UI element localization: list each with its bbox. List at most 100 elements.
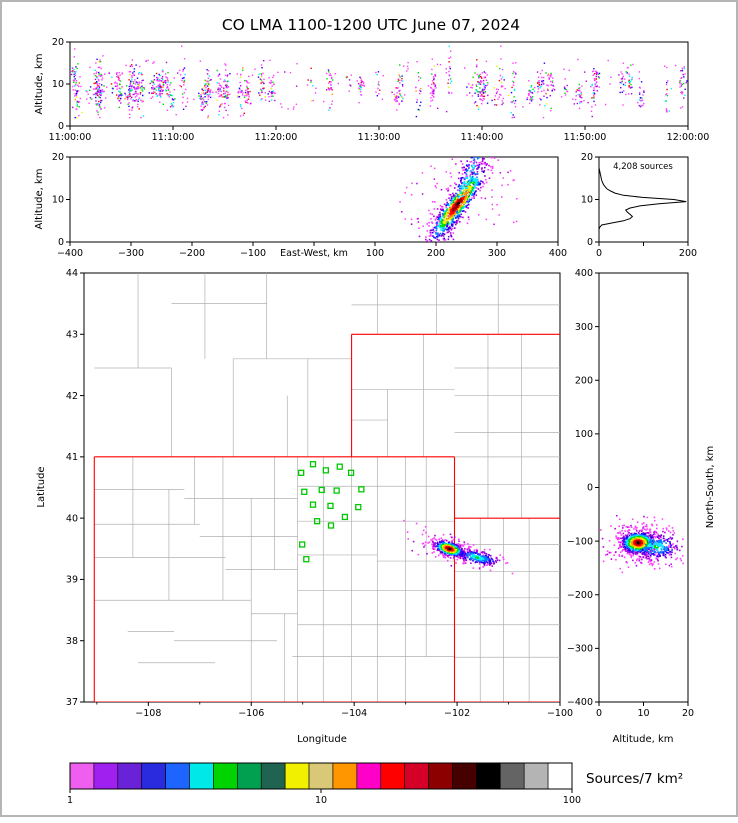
colorbar-segment — [381, 763, 405, 789]
colorbar-segment — [70, 763, 94, 789]
tick-label: 40 — [66, 513, 78, 524]
station-marker — [349, 470, 354, 475]
colorbar-segment — [405, 763, 429, 789]
tick-label: −102 — [444, 708, 470, 719]
tick-label: 42 — [66, 391, 78, 402]
colorbar-segment — [429, 763, 453, 789]
station-marker — [302, 489, 307, 494]
tick-label: 100 — [575, 429, 593, 440]
colorbar-segment — [237, 763, 261, 789]
ew-height-ylabel: Altitude, km — [34, 169, 45, 230]
colorbar-segment — [213, 763, 237, 789]
figure-title: CO LMA 1100-1200 UTC June 07, 2024 — [222, 16, 520, 34]
tick-label: −200 — [179, 248, 205, 259]
tick-label: 11:00:00 — [49, 132, 92, 143]
tick-label: −100 — [547, 708, 573, 719]
state-borders-layer — [94, 334, 560, 702]
ns-height-ylabel: North-South, km — [705, 446, 716, 529]
colorbar-segment — [524, 763, 548, 789]
tick-label: 300 — [488, 248, 506, 259]
tick-label: 11:50:00 — [564, 132, 607, 143]
station-marker — [310, 462, 315, 467]
station-marker — [342, 514, 347, 519]
tick-label: 300 — [575, 322, 593, 333]
tick-label: 38 — [66, 636, 78, 647]
ns-height-xlabel: Altitude, km — [613, 734, 674, 745]
colorbar-segment — [94, 763, 118, 789]
tick-label: −108 — [135, 708, 161, 719]
tick-label: −200 — [567, 590, 593, 601]
station-marker — [334, 488, 339, 493]
colorbar-segment — [500, 763, 524, 789]
panel-border — [599, 273, 688, 702]
station-marker — [356, 505, 361, 510]
tick-label: −104 — [341, 708, 367, 719]
map-panel: −108 −106 −104 −102 −100 37 38 39 40 41 42 43 44 — [66, 268, 573, 719]
tick-label: 11:40:00 — [461, 132, 504, 143]
station-marker — [310, 502, 315, 507]
scatter-points-layer — [71, 46, 688, 119]
colorbar-segment — [476, 763, 500, 789]
map-xlabel: Longitude — [297, 734, 347, 745]
tick-label: 0 — [587, 483, 593, 494]
tick-label: 400 — [549, 248, 567, 259]
tick-label: 200 — [427, 248, 445, 259]
colorbar-segment — [452, 763, 476, 789]
tick-label: −300 — [118, 248, 144, 259]
tick-label: 100 — [366, 248, 384, 259]
tick-label: 11:30:00 — [358, 132, 401, 143]
colorbar-segment — [190, 763, 214, 789]
tick-label: 0 — [596, 248, 602, 259]
lma-stations-layer — [299, 462, 364, 562]
tick-label: 400 — [575, 268, 593, 279]
tick-label: 10 — [52, 79, 64, 90]
colorbar: 1 10 100 — [67, 763, 581, 806]
tick-label: −100 — [240, 248, 266, 259]
colorbar-segment — [118, 763, 142, 789]
colorbar-segment — [548, 763, 572, 789]
tick-label: 20 — [682, 708, 694, 719]
tick-label: East-West, km — [280, 248, 348, 259]
scatter-points-layer — [597, 515, 684, 573]
station-marker — [359, 487, 364, 492]
tick-label: 44 — [66, 268, 78, 279]
colorbar-segment — [142, 763, 166, 789]
tick-label: −100 — [567, 536, 593, 547]
tick-label: 39 — [66, 575, 78, 586]
panel-border — [70, 157, 558, 242]
station-marker — [337, 464, 342, 469]
colorbar-segment — [261, 763, 285, 789]
time-height-ylabel: Altitude, km — [34, 54, 45, 115]
tick-label: −400 — [57, 248, 83, 259]
tick-label: 11:10:00 — [152, 132, 195, 143]
colorbar-segment — [333, 763, 357, 789]
scatter-points-layer — [403, 520, 513, 574]
tick-label: 10 — [315, 795, 327, 806]
colorbar-segment — [309, 763, 333, 789]
scatter-points-layer — [366, 92, 526, 336]
tick-label: 43 — [66, 329, 78, 340]
station-marker — [299, 470, 304, 475]
station-marker — [323, 468, 328, 473]
colorbar-segment — [357, 763, 381, 789]
county-borders-layer — [94, 273, 560, 702]
station-marker — [328, 503, 333, 508]
tick-label: 10 — [52, 195, 64, 206]
tick-label: 0 — [58, 121, 64, 132]
tick-label: −300 — [567, 644, 593, 655]
colorbar-label: Sources/7 km² — [586, 771, 683, 787]
station-marker — [304, 557, 309, 562]
map-ylabel: Latitude — [36, 466, 47, 507]
tick-label: 100 — [563, 795, 581, 806]
tick-label: 0 — [58, 237, 64, 248]
tick-label: 20 — [52, 152, 64, 163]
tick-label: 41 — [66, 452, 78, 463]
tick-label: 11:20:00 — [255, 132, 298, 143]
tick-label: 37 — [66, 697, 78, 708]
tick-label: 1 — [67, 795, 73, 806]
tick-label: −106 — [238, 708, 264, 719]
station-marker — [300, 542, 305, 547]
